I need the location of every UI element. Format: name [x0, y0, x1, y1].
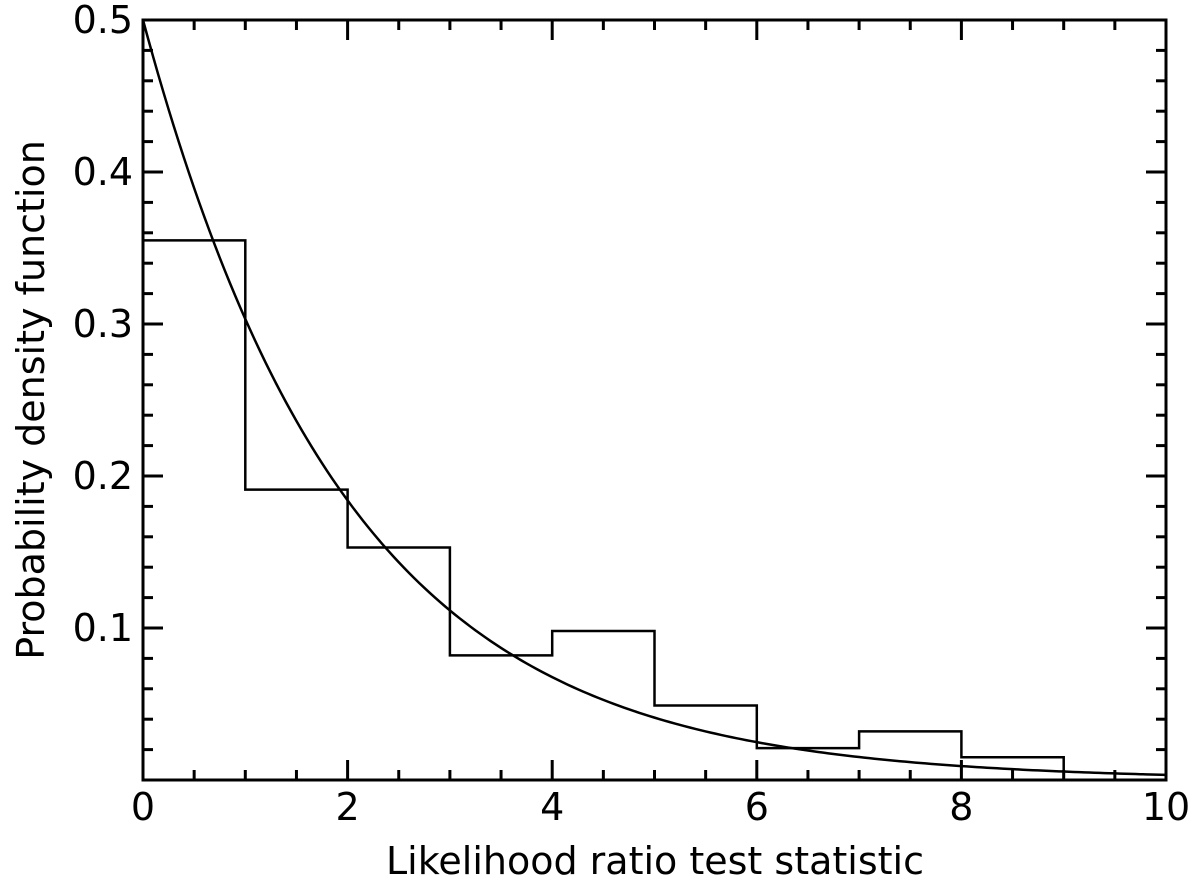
histogram-steps [143, 239, 1065, 780]
axis-ticks [143, 20, 1166, 780]
x-tick-label: 10 [1142, 785, 1190, 829]
y-tick-label: 0.1 [73, 606, 133, 650]
x-tick-label: 4 [540, 785, 564, 829]
x-axis-label: Likelihood ratio test statistic [386, 839, 924, 882]
y-axis-label: Probability density function [9, 140, 53, 660]
density-curve [141, 19, 1167, 777]
plot-frame [141, 18, 1168, 782]
x-tick-label: 2 [336, 785, 360, 829]
y-tick-labels: 0.1 0.2 0.3 0.4 0.5 [73, 0, 133, 650]
histogram [143, 239, 1065, 780]
x-tick-labels: 0 2 4 6 8 10 [131, 785, 1190, 829]
x-tick-label: 8 [949, 785, 973, 829]
y-tick-label: 0.4 [73, 150, 133, 194]
x-tick-label: 0 [131, 785, 155, 829]
y-tick-label: 0.2 [73, 454, 133, 498]
x-tick-label: 6 [745, 785, 769, 829]
y-tick-label: 0.5 [73, 0, 133, 42]
y-tick-label: 0.3 [73, 302, 133, 346]
density-curve-line [141, 19, 1167, 777]
